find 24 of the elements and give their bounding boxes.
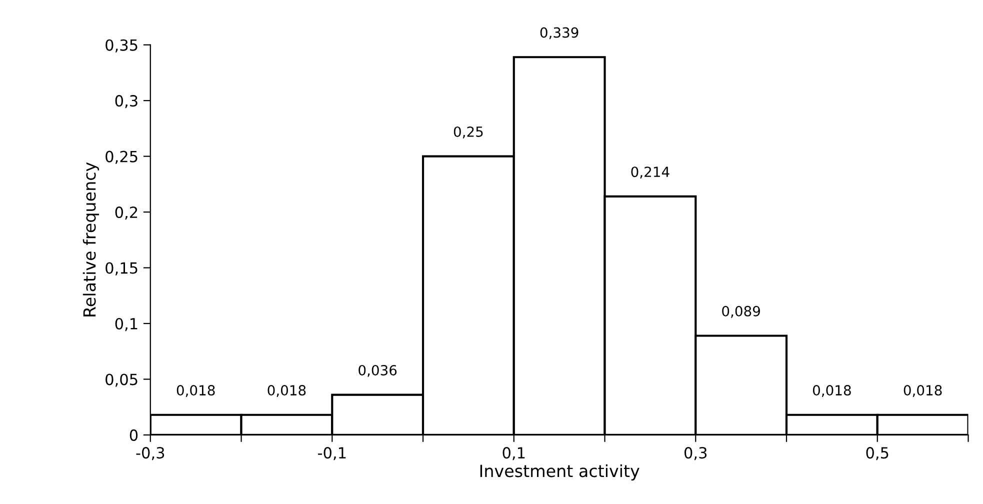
y-tick-label: 0,15 — [106, 262, 138, 276]
y-tick-label: 0,05 — [106, 374, 138, 387]
data-label: 0,089 — [722, 306, 760, 318]
data-label: 0,25 — [454, 126, 483, 138]
data-label: 0,018 — [904, 385, 942, 397]
data-label: 0,339 — [540, 27, 578, 40]
y-tick-label: 0,35 — [106, 39, 138, 52]
y-tick-label: 0,2 — [115, 206, 138, 220]
x-tick-label: -0,1 — [318, 447, 346, 460]
x-tick-label: -0,3 — [136, 447, 164, 460]
y-axis-title: Relative frequency — [82, 162, 100, 316]
data-label: 0,036 — [358, 364, 397, 377]
x-tick-label: 0,5 — [866, 447, 888, 460]
x-axis-title: Investment activity — [480, 464, 640, 480]
y-tick-label: 0,25 — [106, 150, 138, 164]
data-label: 0,018 — [268, 385, 306, 397]
x-tick-label: 0,1 — [502, 447, 525, 460]
data-label: 0,018 — [812, 385, 851, 397]
y-tick-label: 0 — [130, 429, 138, 441]
y-tick-label: 0,3 — [115, 95, 138, 108]
x-tick-label: 0,3 — [684, 447, 707, 460]
y-tick-label: 0,1 — [115, 318, 138, 332]
data-label: 0,214 — [631, 166, 670, 178]
data-label: 0,018 — [176, 385, 215, 397]
